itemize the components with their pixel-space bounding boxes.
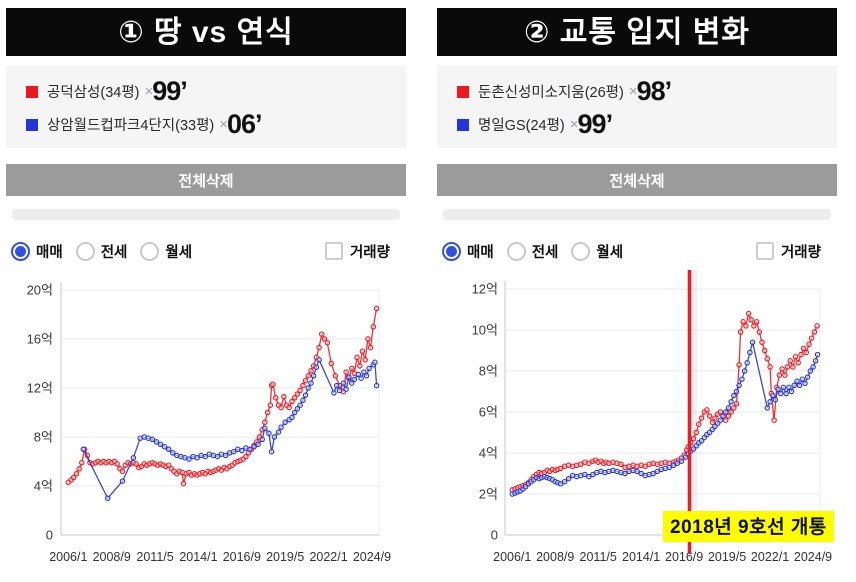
svg-text:2014/1: 2014/1 xyxy=(179,550,217,564)
svg-text:2014/1: 2014/1 xyxy=(622,550,660,564)
radio-label: 월세 xyxy=(165,244,193,261)
svg-text:4억: 4억 xyxy=(34,479,53,494)
delete-all-button[interactable]: 전체삭제 xyxy=(6,164,406,196)
series-color-swatch-blue xyxy=(26,118,38,131)
remove-series-icon[interactable]: × xyxy=(219,116,229,133)
built-year-annotation: 06’ xyxy=(227,109,263,139)
svg-text:16억: 16억 xyxy=(27,332,53,347)
svg-text:2008/9: 2008/9 xyxy=(536,550,574,564)
radio-icon xyxy=(75,241,95,261)
radio-label: 월세 xyxy=(596,244,624,261)
controls-row: 매매 전세 월세 거래량 xyxy=(11,238,406,264)
legend-item: 명일GS(24평) × 99’ xyxy=(457,108,837,141)
svg-text:8억: 8억 xyxy=(34,430,53,445)
checkbox-label: 거래량 xyxy=(349,244,390,261)
legend-box: 공덕삼성(34평) × 99’ 상암월드컵파크4단지(33평) × 06’ xyxy=(6,66,406,148)
radio-trade-monthly[interactable]: 월세 xyxy=(140,241,192,262)
svg-text:2008/9: 2008/9 xyxy=(93,550,131,564)
svg-text:2022/1: 2022/1 xyxy=(751,550,789,564)
svg-text:2011/5: 2011/5 xyxy=(580,550,617,564)
radio-label: 매매 xyxy=(36,244,63,261)
svg-text:2016/9: 2016/9 xyxy=(665,550,703,564)
legend-item: 상암월드컵파크4단지(33평) × 06’ xyxy=(26,108,406,141)
svg-text:12억: 12억 xyxy=(27,381,53,396)
legend-item: 둔촌신성미소지움(26평) × 98’ xyxy=(457,75,837,108)
svg-text:0: 0 xyxy=(46,528,53,543)
radio-icon xyxy=(140,241,160,261)
series-color-swatch-blue xyxy=(457,118,469,131)
svg-text:2억: 2억 xyxy=(479,487,498,502)
controls-row: 매매 전세 월세 거래량 xyxy=(442,238,837,264)
svg-text:2024/9: 2024/9 xyxy=(794,550,832,564)
panel-title-text: ② 교통 입지 변화 xyxy=(523,16,750,49)
panel-title: ② 교통 입지 변화 xyxy=(437,8,837,56)
legend-box: 둔촌신성미소지움(26평) × 98’ 명일GS(24평) × 99’ xyxy=(437,66,837,148)
legend-label: 둔촌신성미소지움(26평) xyxy=(478,85,624,101)
radio-icon xyxy=(571,241,591,261)
panel-land-vs-age: ① 땅 vs 연식 공덕삼성(34평) × 99’ 상암월드컵파크4단지(33평… xyxy=(6,8,406,580)
svg-text:4억: 4억 xyxy=(479,446,498,461)
built-year-annotation: 99’ xyxy=(152,76,188,106)
radio-trade-sale[interactable]: 매매 xyxy=(442,241,494,262)
svg-text:8억: 8억 xyxy=(479,364,498,379)
radio-label: 전세 xyxy=(531,244,559,261)
remove-series-icon[interactable]: × xyxy=(628,83,638,100)
remove-series-icon[interactable]: × xyxy=(144,83,154,100)
svg-text:2024/9: 2024/9 xyxy=(353,550,391,564)
checkbox-icon xyxy=(755,242,774,260)
radio-selected-icon xyxy=(442,241,461,261)
volume-checkbox[interactable]: 거래량 xyxy=(755,241,821,262)
svg-text:2011/5: 2011/5 xyxy=(136,550,173,564)
svg-text:20억: 20억 xyxy=(27,283,53,298)
legend-label: 명일GS(24평) xyxy=(478,118,565,134)
checkbox-label: 거래량 xyxy=(780,244,821,261)
panel-title: ① 땅 vs 연식 xyxy=(6,8,406,56)
svg-text:12억: 12억 xyxy=(472,282,498,297)
price-line-chart: 20억 16억 12억 8억 4억 0 2006/1 2008/9 2011/5 2014/1 20… xyxy=(27,282,391,564)
checkbox-icon xyxy=(324,242,343,260)
built-year-annotation: 99’ xyxy=(577,109,614,139)
radio-selected-icon xyxy=(11,241,30,261)
svg-text:0: 0 xyxy=(491,528,498,543)
built-year-annotation: 98’ xyxy=(636,76,673,106)
legend-label: 공덕삼성(34평) xyxy=(47,85,140,101)
svg-text:2006/1: 2006/1 xyxy=(49,550,87,564)
subway-line9-opening-annotation: 2018년 9호선 개통 xyxy=(663,511,834,542)
legend-label: 상암월드컵파크4단지(33평) xyxy=(47,118,215,134)
radio-trade-monthly[interactable]: 월세 xyxy=(571,241,623,262)
series-color-swatch-red xyxy=(26,85,38,98)
series-color-swatch-red xyxy=(457,85,469,98)
svg-text:6억: 6억 xyxy=(479,405,498,420)
remove-series-icon[interactable]: × xyxy=(569,116,579,133)
svg-text:10억: 10억 xyxy=(472,323,498,338)
svg-text:2016/9: 2016/9 xyxy=(223,550,261,564)
volume-checkbox[interactable]: 거래량 xyxy=(324,241,390,262)
radio-trade-jeonse[interactable]: 전세 xyxy=(75,241,128,262)
svg-text:2019/5: 2019/5 xyxy=(708,550,746,564)
panel-title-text: ① 땅 vs 연식 xyxy=(118,16,294,49)
divider-bar xyxy=(12,209,400,220)
chart-transport-location: 12억 10억 8억 6억 4억 2억 0 2006/1 2008/9 2011/5 2014/1 2… xyxy=(437,270,856,580)
svg-text:2019/5: 2019/5 xyxy=(266,550,304,564)
svg-text:2006/1: 2006/1 xyxy=(493,550,531,564)
radio-label: 매매 xyxy=(467,244,494,261)
radio-icon xyxy=(506,241,526,261)
panel-transport-location: ② 교통 입지 변화 둔촌신성미소지움(26평) × 98’ 명일GS(24평)… xyxy=(437,8,837,580)
radio-trade-sale[interactable]: 매매 xyxy=(11,241,63,262)
radio-trade-jeonse[interactable]: 전세 xyxy=(506,241,559,262)
divider-bar xyxy=(443,209,831,220)
chart-land-vs-age: 20억 16억 12억 8억 4억 0 2006/1 2008/9 2011/5 2014/1 20… xyxy=(6,270,426,580)
delete-all-button[interactable]: 전체삭제 xyxy=(437,164,837,196)
legend-item: 공덕삼성(34평) × 99’ xyxy=(26,75,406,108)
svg-text:2022/1: 2022/1 xyxy=(309,550,347,564)
radio-label: 전세 xyxy=(100,244,128,261)
